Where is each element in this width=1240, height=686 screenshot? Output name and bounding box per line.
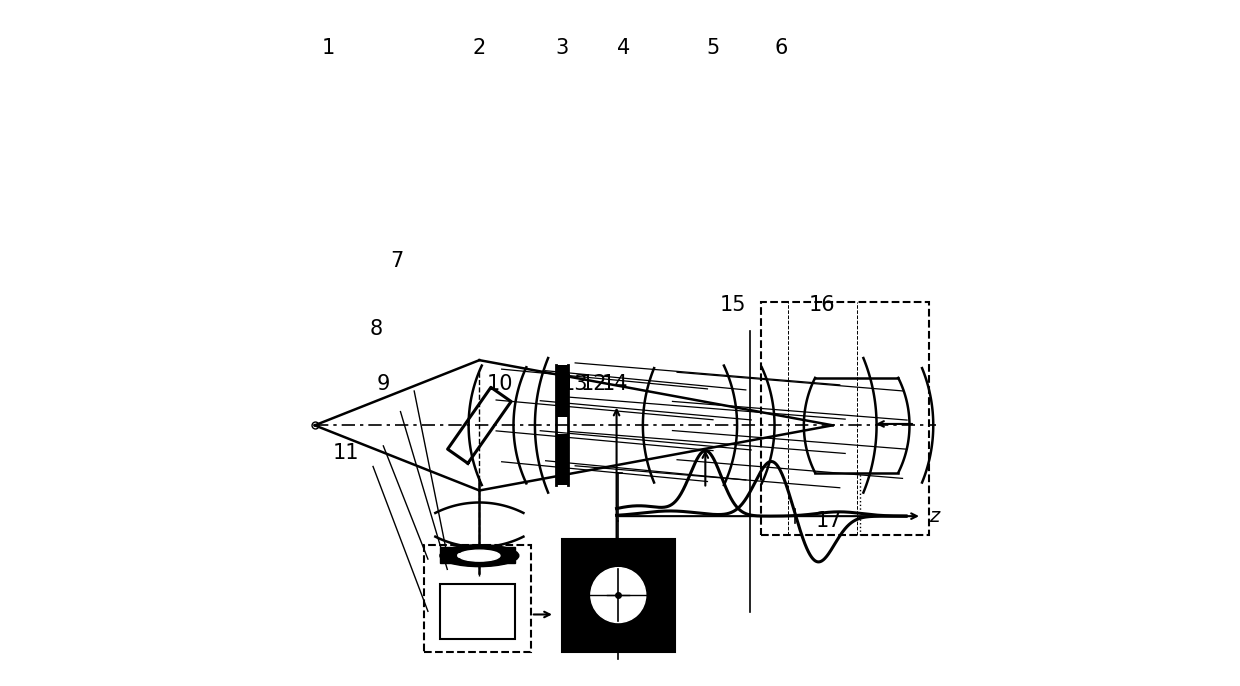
Text: z: z xyxy=(929,507,939,525)
Text: 7: 7 xyxy=(391,250,404,271)
Text: 5: 5 xyxy=(706,38,719,58)
Text: 3: 3 xyxy=(556,38,568,58)
Bar xyxy=(760,302,929,535)
Circle shape xyxy=(590,568,646,623)
Text: 15: 15 xyxy=(720,295,746,316)
Text: 10: 10 xyxy=(486,374,513,394)
Bar xyxy=(424,545,531,652)
Bar xyxy=(440,547,515,563)
Text: 8: 8 xyxy=(370,319,383,340)
Bar xyxy=(562,539,675,652)
Bar xyxy=(440,584,515,639)
Text: 12: 12 xyxy=(580,374,608,394)
Ellipse shape xyxy=(459,550,500,561)
Text: 16: 16 xyxy=(808,295,836,316)
Text: 4: 4 xyxy=(616,38,630,58)
Text: 9: 9 xyxy=(377,374,391,394)
Text: 1: 1 xyxy=(322,38,335,58)
Text: 14: 14 xyxy=(601,374,627,394)
Text: 17: 17 xyxy=(816,511,842,532)
Bar xyxy=(556,434,568,486)
Text: 6: 6 xyxy=(775,38,787,58)
Text: 11: 11 xyxy=(332,442,358,463)
Bar xyxy=(556,365,568,417)
Text: 13: 13 xyxy=(562,374,589,394)
Ellipse shape xyxy=(440,545,518,567)
Text: 2: 2 xyxy=(472,38,486,58)
